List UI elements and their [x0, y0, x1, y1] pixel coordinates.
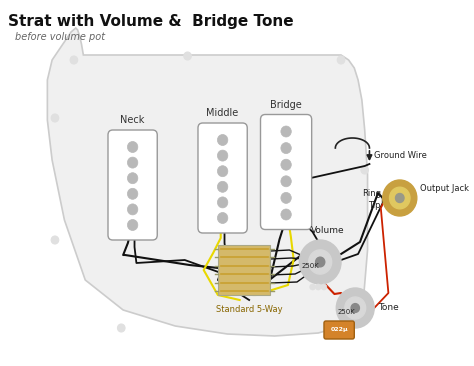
Circle shape	[51, 114, 59, 122]
Circle shape	[281, 176, 292, 187]
Circle shape	[281, 209, 292, 220]
Circle shape	[128, 220, 138, 231]
Polygon shape	[47, 28, 367, 336]
FancyBboxPatch shape	[198, 123, 247, 233]
Circle shape	[218, 134, 228, 146]
Circle shape	[128, 173, 138, 184]
Circle shape	[337, 56, 345, 64]
Circle shape	[390, 187, 410, 209]
Circle shape	[281, 126, 292, 137]
Circle shape	[309, 250, 332, 274]
Circle shape	[128, 188, 138, 199]
Text: Strat with Volume &  Bridge Tone: Strat with Volume & Bridge Tone	[8, 14, 293, 29]
Text: Middle: Middle	[207, 108, 239, 118]
Circle shape	[218, 181, 228, 192]
Circle shape	[345, 297, 365, 319]
Circle shape	[383, 180, 417, 216]
FancyBboxPatch shape	[261, 115, 312, 229]
Circle shape	[336, 288, 374, 328]
Text: Ring: Ring	[362, 188, 381, 198]
Circle shape	[118, 324, 125, 332]
Circle shape	[321, 284, 327, 290]
Circle shape	[310, 284, 316, 290]
Circle shape	[281, 159, 292, 170]
Text: Neck: Neck	[120, 115, 145, 125]
Circle shape	[51, 236, 59, 244]
Text: Output Jack: Output Jack	[419, 184, 469, 193]
Circle shape	[395, 194, 404, 202]
Text: 022µ: 022µ	[330, 328, 348, 332]
Circle shape	[70, 56, 78, 64]
Text: 250K: 250K	[338, 309, 356, 315]
Circle shape	[361, 166, 368, 174]
FancyBboxPatch shape	[324, 321, 354, 339]
Text: Tone: Tone	[378, 303, 399, 313]
Circle shape	[128, 204, 138, 215]
Bar	[219, 245, 271, 295]
Text: Bridge: Bridge	[270, 100, 302, 109]
Circle shape	[128, 142, 138, 153]
Circle shape	[218, 213, 228, 224]
Circle shape	[281, 143, 292, 154]
Circle shape	[316, 257, 325, 267]
Text: Standard 5-Way: Standard 5-Way	[216, 305, 283, 314]
Text: Ground Wire: Ground Wire	[374, 152, 427, 161]
FancyBboxPatch shape	[108, 130, 157, 240]
Circle shape	[316, 284, 321, 290]
Circle shape	[218, 166, 228, 177]
Circle shape	[218, 150, 228, 161]
Text: before volume pot: before volume pot	[15, 32, 105, 42]
Circle shape	[351, 304, 359, 313]
Circle shape	[128, 157, 138, 168]
Text: 250K: 250K	[302, 264, 319, 269]
Circle shape	[218, 197, 228, 208]
Circle shape	[184, 52, 191, 60]
Circle shape	[281, 193, 292, 203]
Circle shape	[300, 240, 341, 284]
Text: Tip: Tip	[368, 201, 381, 209]
Circle shape	[339, 321, 346, 329]
Text: Volume: Volume	[311, 226, 345, 235]
